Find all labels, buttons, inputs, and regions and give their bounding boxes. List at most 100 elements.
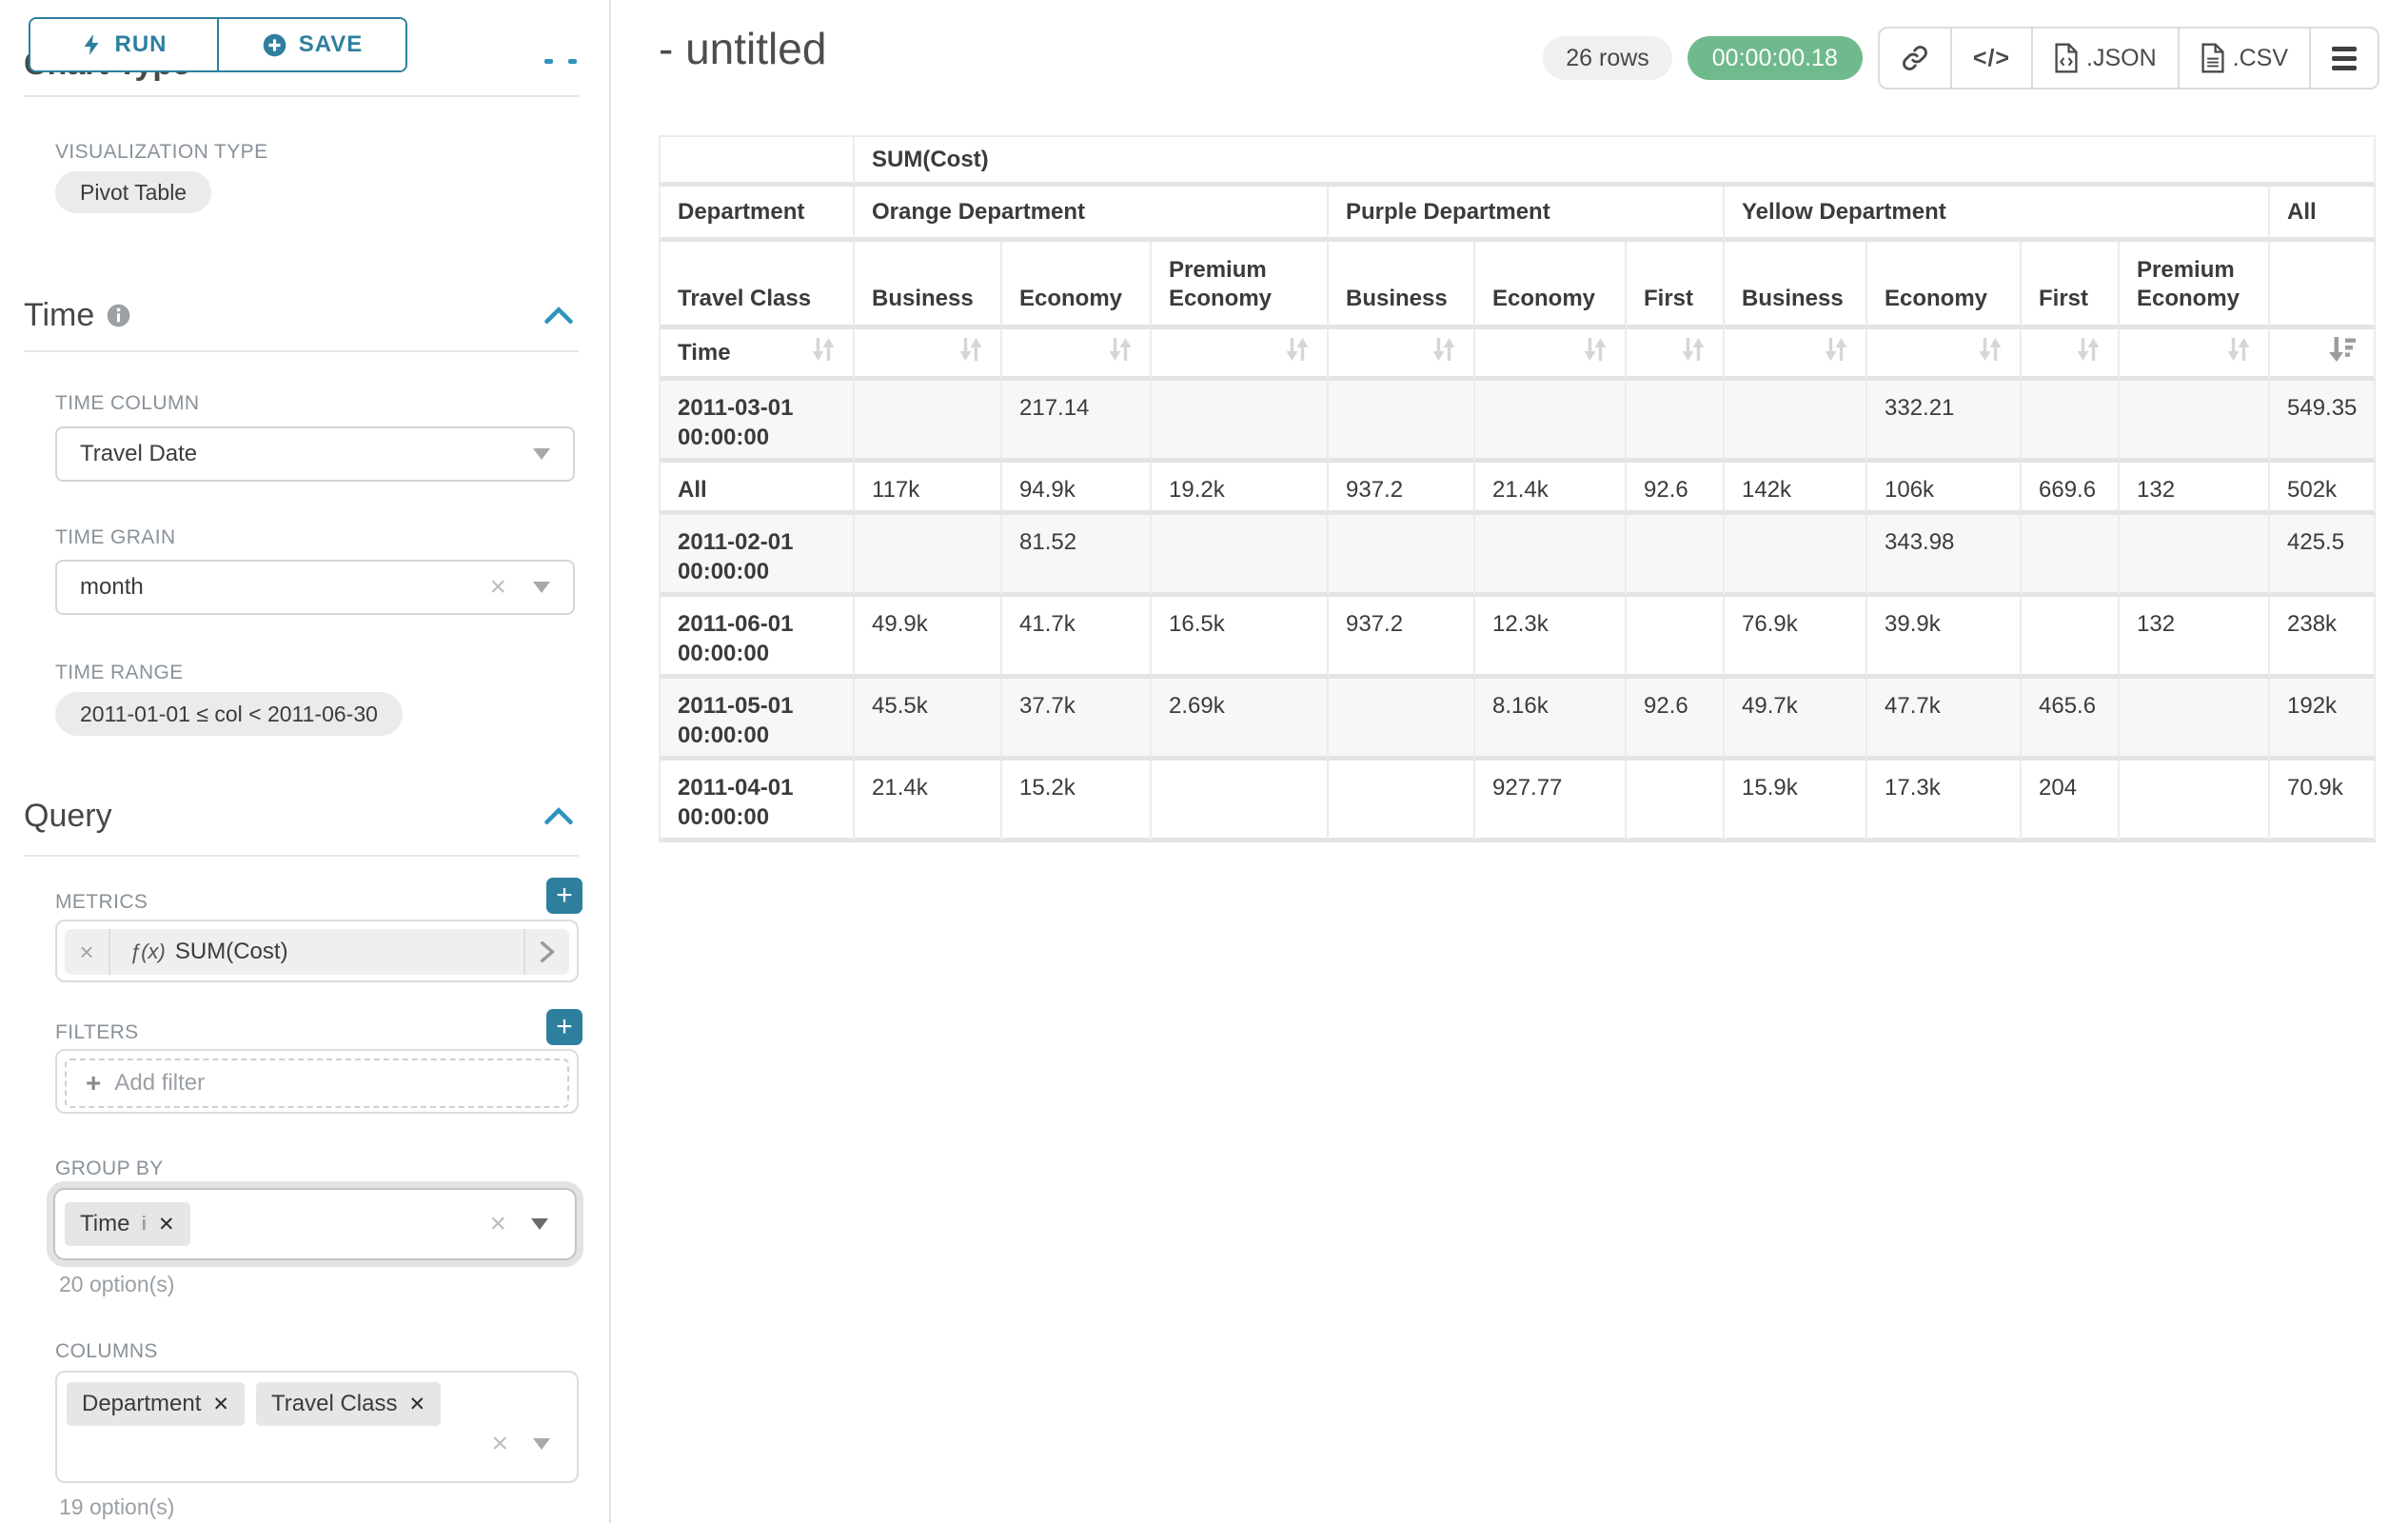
group-by-option-pill[interactable]: Timei✕: [65, 1202, 190, 1246]
department-dim-label: Department: [661, 187, 855, 242]
sort-header[interactable]: [2120, 329, 2270, 381]
pivot-cell: [2120, 515, 2270, 597]
sort-header[interactable]: [1725, 329, 1867, 381]
chevron-down-icon[interactable]: [533, 582, 550, 593]
pivot-cell: 41.7k: [1002, 597, 1152, 679]
pill-label: Department: [82, 1391, 201, 1417]
sort-header[interactable]: [2270, 329, 2376, 381]
lightning-icon: [81, 32, 104, 57]
sort-icon[interactable]: [1285, 335, 1310, 370]
add-filter-button[interactable]: + Add filter: [65, 1058, 569, 1108]
table-row: 2011-05-01 00:00:0045.5k37.7k2.69k8.16k9…: [661, 679, 2376, 761]
sort-icon[interactable]: [811, 335, 836, 370]
remove-icon[interactable]: ✕: [158, 1213, 175, 1236]
chevron-down-icon[interactable]: [533, 448, 550, 460]
chevron-down-icon[interactable]: [533, 1438, 550, 1450]
run-button[interactable]: RUN: [30, 19, 217, 70]
row-label: 2011-05-01 00:00:00: [661, 679, 855, 761]
pivot-cell: 343.98: [1867, 515, 2022, 597]
column-subheader: Business: [1329, 242, 1475, 329]
pill-label: Time: [80, 1211, 129, 1237]
table-row: 2011-03-01 00:00:00217.14332.21549.35: [661, 381, 2376, 463]
info-icon[interactable]: [106, 303, 131, 328]
sort-icon[interactable]: [1824, 335, 1848, 370]
clear-icon[interactable]: ×: [489, 573, 506, 602]
time-range-label: TIME RANGE: [55, 662, 184, 684]
metric-pill[interactable]: × ƒ(x) SUM(Cost): [65, 929, 569, 975]
sort-header[interactable]: [1329, 329, 1475, 381]
clear-icon[interactable]: ×: [489, 1210, 506, 1238]
pivot-cell: 502k: [2270, 463, 2376, 515]
sort-header[interactable]: [1002, 329, 1152, 381]
group-by-pills: Timei✕: [65, 1202, 202, 1246]
visualization-type-pill[interactable]: Pivot Table: [55, 171, 211, 213]
sort-icon[interactable]: [1431, 335, 1456, 370]
columns-select[interactable]: Department✕Travel Class✕ ×: [55, 1371, 579, 1483]
sort-header[interactable]: [1152, 329, 1329, 381]
time-sort-header[interactable]: Time: [661, 329, 855, 381]
add-filter-plus-button[interactable]: +: [546, 1009, 582, 1045]
group-by-select[interactable]: Timei✕ ×: [53, 1188, 577, 1260]
pivot-cell: 49.9k: [855, 597, 1002, 679]
chevron-down-icon[interactable]: [531, 1218, 548, 1230]
chart-title[interactable]: - untitled: [659, 23, 826, 74]
pivot-cell: 21.4k: [855, 761, 1002, 842]
time-grain-select[interactable]: month ×: [55, 560, 575, 615]
pivot-cell: [2120, 761, 2270, 842]
table-row: All117k94.9k19.2k937.221.4k92.6142k106k6…: [661, 463, 2376, 515]
columns-option-pill[interactable]: Travel Class✕: [256, 1382, 441, 1426]
export-json-button[interactable]: .JSON: [2031, 29, 2178, 88]
time-column-select[interactable]: Travel Date: [55, 426, 575, 482]
sort-icon[interactable]: [2226, 335, 2251, 370]
sort-icon[interactable]: [2076, 335, 2101, 370]
save-button[interactable]: SAVE: [217, 19, 405, 70]
columns-hint: 19 option(s): [59, 1494, 174, 1520]
chevron-right-icon[interactable]: [523, 929, 569, 975]
time-range-pill[interactable]: 2011-01-01 ≤ col < 2011-06-30: [55, 692, 403, 736]
link-icon: [1901, 44, 1929, 72]
add-metric-button[interactable]: +: [546, 878, 582, 914]
filters-label: FILTERS: [55, 1021, 139, 1044]
sort-desc-icon[interactable]: [2328, 335, 2357, 370]
pivot-cell: 70.9k: [2270, 761, 2376, 842]
chevron-up-icon[interactable]: [544, 307, 573, 325]
sort-header[interactable]: [855, 329, 1002, 381]
sort-header[interactable]: [1867, 329, 2022, 381]
copy-link-button[interactable]: [1880, 29, 1950, 88]
sort-icon[interactable]: [1978, 335, 2003, 370]
remove-icon[interactable]: ✕: [212, 1393, 229, 1416]
time-section-header: Time: [24, 297, 573, 334]
menu-button[interactable]: [2309, 29, 2378, 88]
chevron-up-icon[interactable]: [544, 807, 573, 825]
pivot-cell: [855, 515, 1002, 597]
row-label: 2011-04-01 00:00:00: [661, 761, 855, 842]
row-label: All: [661, 463, 855, 515]
pivot-cell: 21.4k: [1475, 463, 1627, 515]
visualization-type-label: VISUALIZATION TYPE: [55, 141, 267, 164]
sort-header[interactable]: [1627, 329, 1725, 381]
pivot-cell: [1329, 381, 1475, 463]
columns-option-pill[interactable]: Department ✕: [67, 1382, 245, 1426]
query-timer-badge: 00:00:00.18: [1688, 36, 1863, 80]
sort-header[interactable]: [1475, 329, 1627, 381]
pivot-cell: 12.3k: [1475, 597, 1627, 679]
export-csv-button[interactable]: .CSV: [2178, 29, 2309, 88]
code-icon: </>: [1973, 45, 2010, 72]
remove-metric-icon[interactable]: ×: [65, 929, 110, 975]
sort-icon[interactable]: [1108, 335, 1133, 370]
sort-icon[interactable]: [958, 335, 983, 370]
pivot-cell: 142k: [1725, 463, 1867, 515]
column-subheader: Premium Economy: [1152, 242, 1329, 329]
remove-icon[interactable]: ✕: [408, 1393, 425, 1416]
column-subheader: Economy: [1475, 242, 1627, 329]
sort-icon[interactable]: [1583, 335, 1608, 370]
control-panel-sidebar: Chart Type RUN SAVE VISUALIZATION TYPE P…: [0, 0, 609, 1523]
time-grain-value: month: [80, 574, 144, 601]
sort-icon[interactable]: [1681, 335, 1706, 370]
pivot-cell: [2120, 381, 2270, 463]
clear-icon[interactable]: ×: [491, 1430, 508, 1458]
pivot-cell: [1627, 761, 1725, 842]
sort-header[interactable]: [2022, 329, 2120, 381]
view-query-button[interactable]: </>: [1950, 29, 2031, 88]
pivot-cell: 81.52: [1002, 515, 1152, 597]
